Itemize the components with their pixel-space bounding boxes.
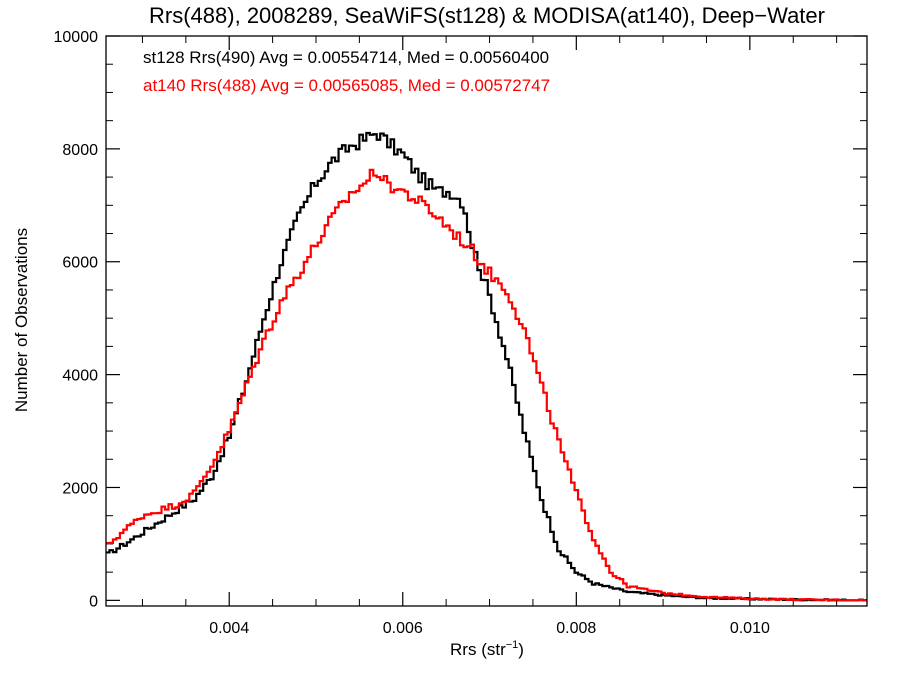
series-line-at140 xyxy=(106,168,868,602)
x-tick-label: 0.008 xyxy=(556,620,596,637)
axis-ticks xyxy=(106,35,867,606)
x-axis-label-close: ) xyxy=(518,640,524,659)
series-group xyxy=(106,131,868,602)
y-tick-labels: 0 2000 4000 6000 8000 10000 xyxy=(54,29,99,610)
y-tick-label: 8000 xyxy=(62,142,98,159)
x-axis-label-base: Rrs (str xyxy=(450,640,506,659)
y-tick-label: 6000 xyxy=(62,255,98,272)
series-line-st128 xyxy=(106,131,868,602)
x-tick-label: 0.010 xyxy=(730,620,770,637)
chart-title: Rrs(488), 2008289, SeaWiFS(st128) & MODI… xyxy=(149,3,825,28)
y-tick-label: 10000 xyxy=(54,29,99,46)
x-tick-labels: 0.004 0.006 0.008 0.010 xyxy=(209,620,770,637)
y-tick-label: 4000 xyxy=(62,368,98,385)
x-axis-label: Rrs (str−1) xyxy=(450,639,524,659)
x-tick-label: 0.004 xyxy=(209,620,249,637)
legend-entry-at140: at140 Rrs(488) Avg = 0.00565085, Med = 0… xyxy=(143,76,550,95)
x-tick-label: 0.006 xyxy=(383,620,423,637)
y-axis-label: Number of Observations xyxy=(12,228,31,412)
x-axis-label-superscript: −1 xyxy=(506,639,519,651)
y-tick-label: 0 xyxy=(89,593,98,610)
y-tick-label: 2000 xyxy=(62,480,98,497)
legend-entry-st128: st128 Rrs(490) Avg = 0.00554714, Med = 0… xyxy=(143,48,549,67)
plot-frame xyxy=(105,35,868,607)
